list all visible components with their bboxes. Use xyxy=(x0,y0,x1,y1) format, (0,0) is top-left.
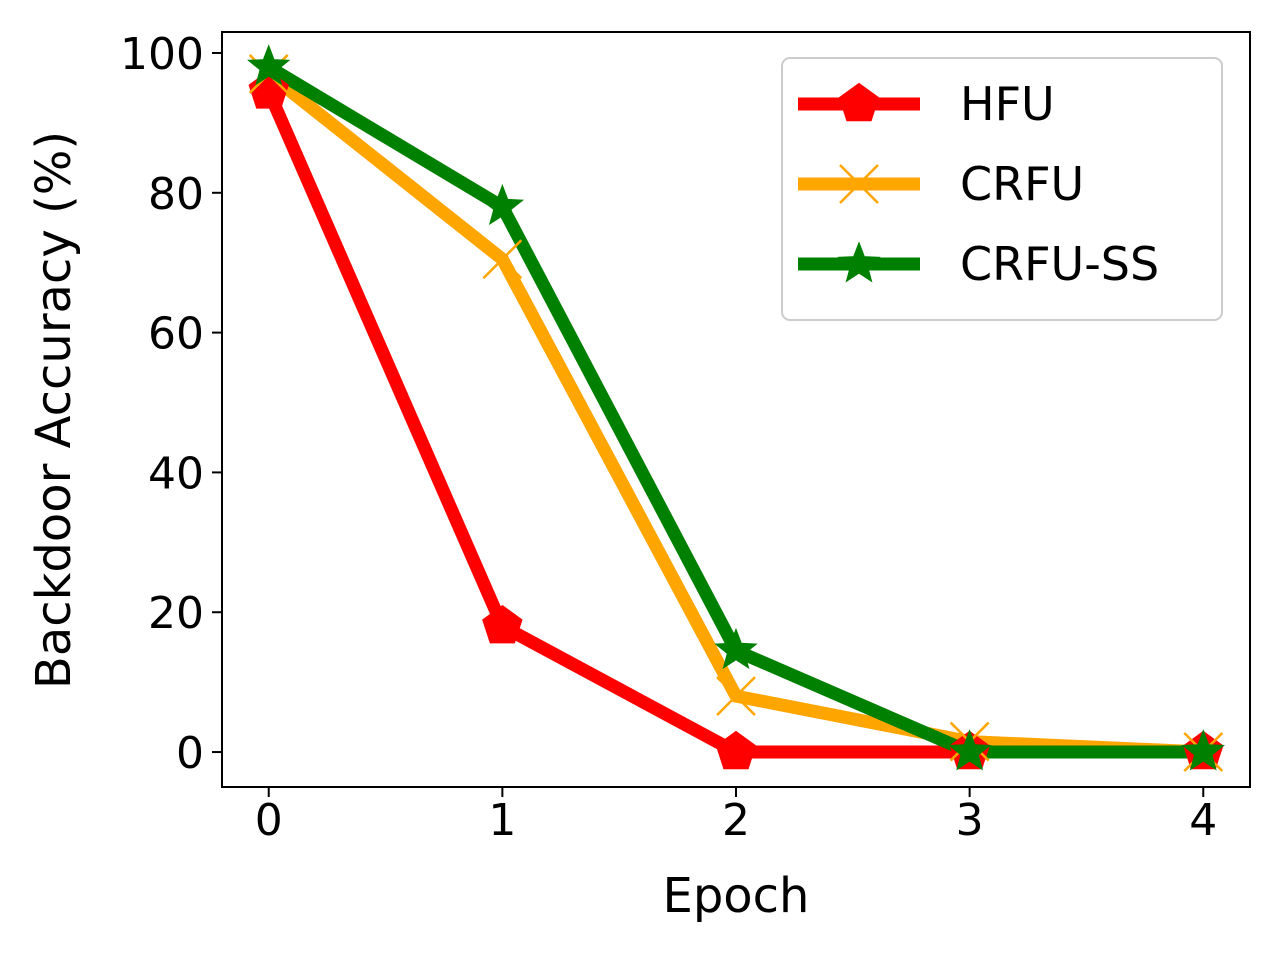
y-tick-label: 40 xyxy=(148,448,204,499)
data-point-crfu-ss xyxy=(947,729,992,771)
x-tick-label: 3 xyxy=(956,795,984,846)
data-point-crfu-ss xyxy=(1181,729,1225,771)
y-axis-label: Backdoor Accuracy (%) xyxy=(26,131,82,689)
legend-marker-crfu xyxy=(839,164,879,204)
x-tick-label: 1 xyxy=(488,795,516,846)
y-tick-label: 20 xyxy=(148,588,204,639)
data-point-hfu xyxy=(715,730,757,770)
data-point-hfu xyxy=(482,604,523,644)
data-point-crfu xyxy=(482,239,523,280)
legend-label-crfu: CRFU xyxy=(960,157,1084,211)
legend-marker-hfu xyxy=(838,82,880,122)
y-tick-label: 60 xyxy=(148,309,204,360)
data-point-crfu-ss xyxy=(480,183,525,226)
legend-marker-crfu-ss xyxy=(837,241,881,283)
series-markers xyxy=(247,44,1225,772)
x-tick-label: 0 xyxy=(255,795,283,846)
x-axis-label: Epoch xyxy=(663,868,810,924)
x-axis: 0 1 2 3 4 xyxy=(255,787,1217,846)
y-tick-label: 80 xyxy=(148,169,204,220)
x-tick-label: 4 xyxy=(1189,795,1217,846)
y-tick-label: 0 xyxy=(176,728,204,779)
legend: HFU CRFU CRFU-SS xyxy=(781,57,1223,321)
legend-label-hfu: HFU xyxy=(960,77,1055,131)
y-tick-label: 100 xyxy=(120,29,204,80)
data-point-crfu xyxy=(716,676,756,717)
x-tick-label: 2 xyxy=(722,795,750,846)
legend-label-crfu-ss: CRFU-SS xyxy=(960,237,1159,291)
legend-box xyxy=(781,57,1223,321)
data-point-crfu-ss xyxy=(714,627,758,670)
y-axis: 0 20 40 60 80 100 xyxy=(120,29,222,779)
data-point-crfu-ss xyxy=(247,44,291,86)
